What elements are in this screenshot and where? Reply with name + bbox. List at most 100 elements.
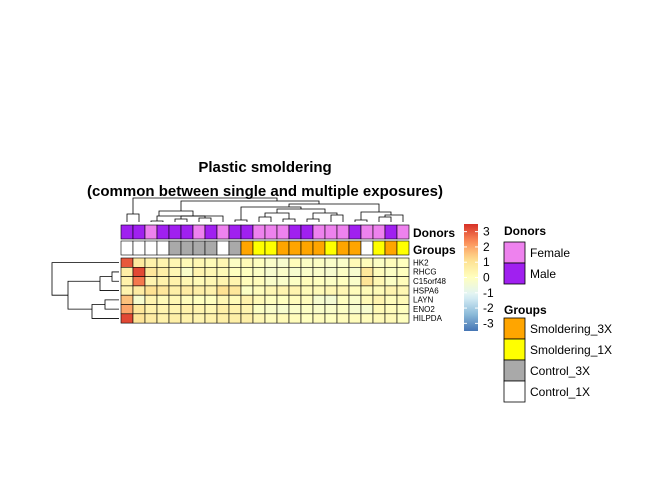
heat-cell xyxy=(240,304,254,315)
donor-cell xyxy=(276,224,290,240)
heat-cell xyxy=(132,313,146,324)
heat-cell xyxy=(372,257,386,268)
heat-cell xyxy=(372,276,386,287)
heat-cell xyxy=(180,313,194,324)
heat-cell xyxy=(324,313,338,324)
heat-cell xyxy=(204,285,218,296)
heat-cell xyxy=(276,294,290,305)
chart-title-line2: (common between single and multiple expo… xyxy=(87,183,443,200)
heat-cell xyxy=(348,276,362,287)
donor-cell xyxy=(312,224,326,240)
heat-cell xyxy=(360,313,374,324)
heat-cell xyxy=(372,294,386,305)
heat-cell xyxy=(228,313,242,324)
column-dendrogram-branch xyxy=(276,208,326,213)
heat-cell xyxy=(120,276,134,287)
group-cell xyxy=(252,240,266,256)
heat-cell xyxy=(168,285,182,296)
heat-cell xyxy=(132,304,146,315)
group-cell xyxy=(336,240,350,256)
heat-cell xyxy=(156,276,170,287)
heat-cell xyxy=(180,266,194,277)
group-cell xyxy=(156,240,170,256)
heat-cell xyxy=(276,285,290,296)
donor-cell xyxy=(228,224,242,240)
heat-cell xyxy=(144,285,158,296)
heat-cell xyxy=(264,285,278,296)
donor-cell xyxy=(372,224,386,240)
row-label: RHCG xyxy=(413,268,437,277)
color-scale-tick-label: -2 xyxy=(483,301,494,315)
heat-cell xyxy=(120,294,134,305)
heatmap-cells xyxy=(120,257,410,324)
heat-cell xyxy=(180,276,194,287)
donor-legend-swatch xyxy=(503,241,526,264)
heat-cell xyxy=(336,304,350,315)
heat-cell xyxy=(372,313,386,324)
heat-cell xyxy=(168,313,182,324)
heat-cell xyxy=(192,285,206,296)
heat-cell xyxy=(204,257,218,268)
column-dendrogram-branch xyxy=(174,218,188,222)
donors-annotation-track xyxy=(120,224,410,240)
donors-legend-title: Donors xyxy=(504,224,546,238)
color-scale-tick-label: 2 xyxy=(483,240,490,254)
donor-cell xyxy=(132,224,146,240)
column-dendrogram-branch xyxy=(282,218,296,222)
row-dendrogram-branch xyxy=(104,299,119,310)
group-cell xyxy=(276,240,290,256)
heat-cell xyxy=(336,257,350,268)
heat-cell xyxy=(312,294,326,305)
column-dendrogram-branch xyxy=(312,212,338,219)
heat-cell xyxy=(204,304,218,315)
row-label: ENO2 xyxy=(413,305,435,314)
heat-cell xyxy=(228,304,242,315)
color-scale-bar xyxy=(464,224,478,331)
heat-cell xyxy=(360,257,374,268)
group-cell xyxy=(216,240,230,256)
heat-cell xyxy=(252,313,266,324)
group-legend-swatch xyxy=(503,338,526,361)
heat-cell xyxy=(300,313,314,324)
heat-cell xyxy=(192,313,206,324)
group-cell xyxy=(168,240,182,256)
heat-cell xyxy=(132,257,146,268)
heat-cell xyxy=(360,276,374,287)
heat-cell xyxy=(372,285,386,296)
donor-cell xyxy=(252,224,266,240)
heat-cell xyxy=(180,285,194,296)
column-dendrogram-branch xyxy=(198,217,212,222)
groups-legend-title: Groups xyxy=(504,303,547,317)
row-label: C15orf48 xyxy=(413,277,446,286)
group-legend-swatch xyxy=(503,380,526,403)
color-scale-legend: 321 0-1-2-3 xyxy=(464,224,494,331)
donor-cell xyxy=(240,224,254,240)
column-dendrogram-branch xyxy=(360,211,392,220)
heat-cell xyxy=(252,276,266,287)
heat-cell xyxy=(144,276,158,287)
heat-cell xyxy=(252,294,266,305)
column-dendrogram-branch xyxy=(132,197,278,214)
heat-cell xyxy=(168,276,182,287)
heat-cell xyxy=(144,294,158,305)
heat-cell xyxy=(336,266,350,277)
color-scale-tick-label: 3 xyxy=(483,225,490,239)
heat-cell xyxy=(132,294,146,305)
heat-cell xyxy=(228,294,242,305)
donor-cell xyxy=(384,224,398,240)
group-cell xyxy=(192,240,206,256)
heat-cell xyxy=(216,304,230,315)
heat-cell xyxy=(360,294,374,305)
heat-cell xyxy=(264,276,278,287)
donor-cell xyxy=(264,224,278,240)
column-dendrogram-branch xyxy=(150,220,164,222)
heat-cell xyxy=(228,285,242,296)
group-cell xyxy=(288,240,302,256)
heat-cell xyxy=(264,266,278,277)
row-dendrogram-branch xyxy=(99,276,119,291)
column-dendrogram-branch xyxy=(180,215,206,219)
heat-cell xyxy=(204,276,218,287)
heat-cell xyxy=(216,313,230,324)
group-cell xyxy=(240,240,254,256)
